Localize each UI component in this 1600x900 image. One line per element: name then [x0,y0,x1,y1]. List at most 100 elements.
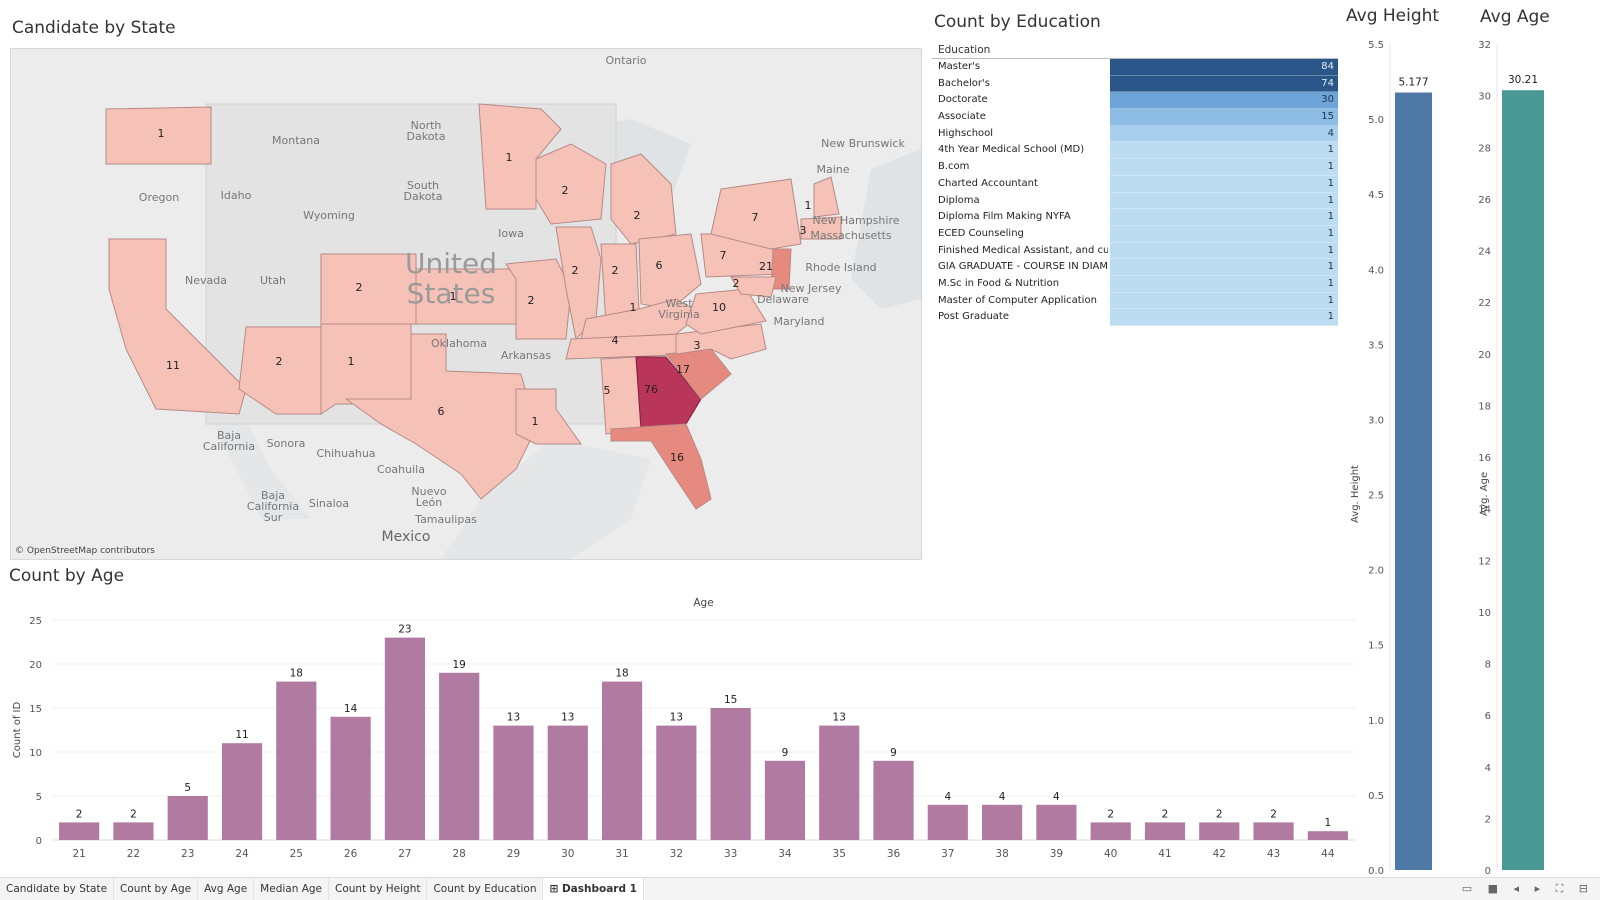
age-bar[interactable] [330,716,371,840]
sheet-tab-count-by-height[interactable]: Count by Height [329,878,428,900]
age-bar-value-label: 9 [890,747,897,759]
map-place-label: Baja California Sur [247,489,299,524]
state-colorado[interactable] [320,253,417,325]
sheet-tab-count-by-education[interactable]: Count by Education [427,878,544,900]
state-california[interactable] [108,238,247,415]
state-michigan[interactable] [610,153,677,245]
education-row[interactable]: Doctorate 30 [932,92,1338,110]
state-georgia[interactable] [635,356,702,430]
tab-bar-controls[interactable]: ▭ ■ ◂ ▸ ⛶ ⊟ [1461,882,1594,895]
state-count-label: 2 [356,281,363,294]
age-bar[interactable] [764,760,806,840]
single-bar-y-tick-label: 22 [1478,298,1491,309]
age-x-tick-label: 26 [344,848,358,860]
map-place-label: Sonora [267,437,306,450]
education-row[interactable]: Diploma Film Making NYFA 1 [932,209,1338,226]
age-bar[interactable] [493,725,534,840]
age-bar[interactable] [113,822,154,840]
single-bar-y-axis-title: Avg. Height [1350,465,1361,523]
single-bar-y-tick-label: 2.5 [1368,491,1384,502]
sheet-tab-candidate-by-state[interactable]: Candidate by State [0,878,115,900]
single-bar[interactable] [1395,92,1432,870]
age-x-tick-label: 25 [290,848,303,860]
education-row[interactable]: Bachelor's 74 [932,75,1338,93]
age-bar[interactable] [819,725,860,840]
age-bar[interactable] [1036,804,1077,840]
age-bar[interactable] [1199,822,1240,840]
map-place-label: North Dakota [407,119,446,143]
education-row[interactable]: Post Graduate 1 [932,309,1338,326]
state-texas[interactable] [344,333,537,500]
state-arizona[interactable] [238,326,322,415]
single-bar-y-tick-label: 12 [1478,556,1491,567]
state-louisiana[interactable] [515,388,582,445]
education-row[interactable]: Charted Accountant 1 [932,175,1338,193]
single-bar-y-tick-label: 5.0 [1368,115,1384,126]
sheet-tab-median-age[interactable]: Median Age [254,878,330,900]
education-row[interactable]: ECED Counseling 1 [932,225,1338,243]
state-washington[interactable] [105,106,212,165]
age-bar[interactable] [601,681,643,840]
education-row[interactable]: GIA GRADUATE - COURSE IN DIAMO.. 1 [932,259,1338,276]
age-bar[interactable] [927,804,968,840]
age-x-tick-label: 22 [127,848,140,860]
map-country-label: United States [405,247,497,310]
age-bar[interactable] [439,672,480,840]
age-bar-value-label: 2 [1270,808,1277,820]
education-row-count: 84 [1110,59,1338,76]
age-bar[interactable] [1144,822,1186,840]
age-bar[interactable] [59,822,100,840]
education-row[interactable]: Master's 84 [932,59,1338,76]
single-bar-y-tick-label: 1.0 [1368,716,1384,727]
education-row-count: 1 [1110,259,1338,276]
state-wisconsin[interactable] [535,143,607,225]
single-bar-y-tick-label: 28 [1478,143,1491,154]
age-bar[interactable] [656,725,697,840]
state-new-york[interactable] [710,178,802,250]
education-header: Education [932,42,1338,59]
state-maryland[interactable] [730,276,777,298]
education-row[interactable]: 4th Year Medical School (MD) 1 [932,142,1338,160]
age-bar-value-label: 2 [76,808,83,820]
state-virginia[interactable] [685,288,767,335]
sheet-tab-avg-age[interactable]: Avg Age [198,878,255,900]
education-row[interactable]: Associate 15 [932,109,1338,126]
age-bar[interactable] [221,743,263,840]
state-ohio[interactable] [638,233,702,310]
single-bar[interactable] [1502,90,1544,871]
single-bar-y-tick-label: 5.5 [1368,40,1384,51]
map-place-label: Oklahoma [431,337,487,350]
state-massachusetts[interactable] [800,216,842,240]
map-place-label: New Hampshire [812,214,899,227]
education-row-label: Bachelor's [938,77,990,89]
education-row[interactable]: M.Sc in Food & Nutrition 1 [932,275,1338,293]
age-bar-value-label: 4 [944,791,951,803]
age-bar[interactable] [1253,822,1294,840]
age-bar[interactable] [982,804,1023,840]
state-missouri[interactable] [505,258,572,340]
education-row[interactable]: Master of Computer Application 1 [932,292,1338,310]
education-row[interactable]: B.com 1 [932,159,1338,176]
age-bar[interactable] [873,760,914,840]
single-bar-y-tick-label: 2 [1485,814,1491,825]
age-bar[interactable] [384,637,425,840]
age-bar[interactable] [276,681,317,840]
map-place-label: New Brunswick [821,137,905,150]
education-row-label: Associate [938,111,986,123]
education-row-count: 1 [1110,242,1338,260]
age-bar[interactable] [1307,831,1348,840]
age-bar[interactable] [167,796,208,840]
sheet-tab-count-by-age[interactable]: Count by Age [114,878,199,900]
education-row[interactable]: Highschool 4 [932,125,1338,143]
state-vermont[interactable] [813,176,840,218]
age-bar[interactable] [1090,822,1131,840]
age-bar-value-label: 2 [130,808,137,820]
sheet-tab-dashboard-1[interactable]: ⊞ Dashboard 1 [543,878,644,900]
state-florida[interactable] [610,423,712,510]
education-row[interactable]: Finished Medical Assistant, and cur.. 1 [932,242,1338,260]
state-map[interactable]: Ontario Montana North Dakota South Dakota Idah… [10,48,922,560]
education-row[interactable]: Diploma 1 [932,192,1338,210]
education-row-label: 4th Year Medical School (MD) [938,144,1085,156]
age-bar[interactable] [547,725,588,840]
age-bar[interactable] [710,708,751,840]
